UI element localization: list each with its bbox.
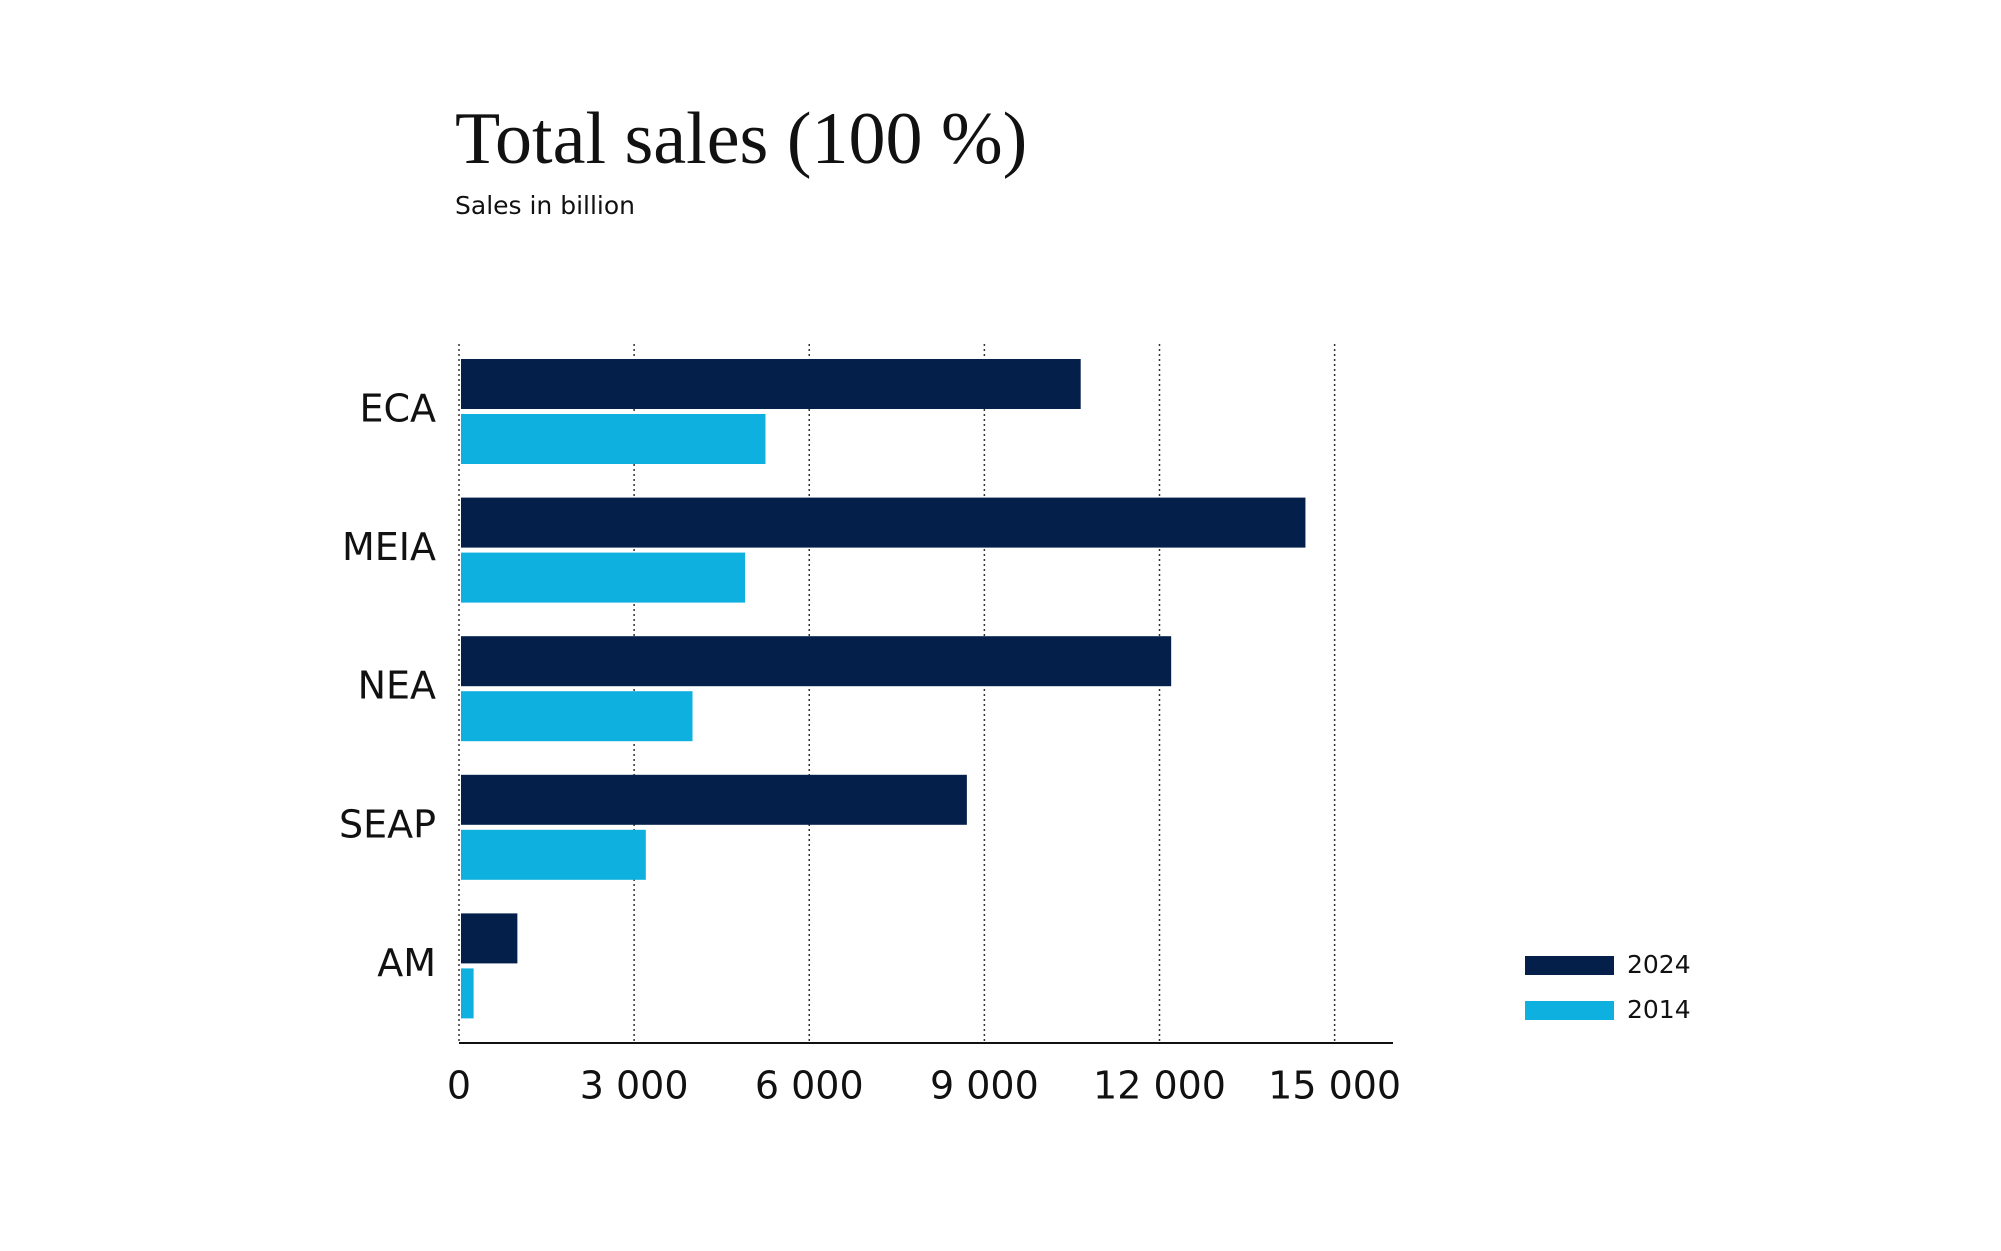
bar	[461, 359, 1081, 409]
category-label: AM	[377, 941, 436, 985]
bar	[461, 913, 518, 964]
legend-swatch	[1525, 956, 1614, 975]
x-tick-label: 3 000	[580, 1064, 689, 1108]
bar	[461, 829, 646, 880]
bar	[461, 691, 693, 742]
legend-label: 2014	[1627, 995, 1691, 1024]
category-label: NEA	[358, 664, 436, 708]
x-tick-label: 0	[447, 1064, 471, 1108]
bar	[461, 497, 1306, 548]
legend-label: 2024	[1627, 950, 1691, 979]
x-tick-label: 12 000	[1093, 1064, 1226, 1108]
category-label: ECA	[359, 387, 436, 431]
bar	[461, 774, 967, 825]
x-tick-label: 15 000	[1268, 1064, 1401, 1108]
bar	[461, 552, 746, 603]
category-label: SEAP	[339, 802, 436, 846]
x-tick-label: 9 000	[930, 1064, 1039, 1108]
legend-swatch	[1525, 1001, 1614, 1020]
bar	[461, 636, 1172, 687]
category-label: MEIA	[342, 525, 436, 569]
chart-title: Total sales (100 %)	[455, 98, 1027, 180]
bar	[461, 414, 766, 464]
x-tick-label: 6 000	[755, 1064, 864, 1108]
bar	[461, 968, 474, 1019]
chart-subtitle: Sales in billion	[455, 191, 635, 220]
